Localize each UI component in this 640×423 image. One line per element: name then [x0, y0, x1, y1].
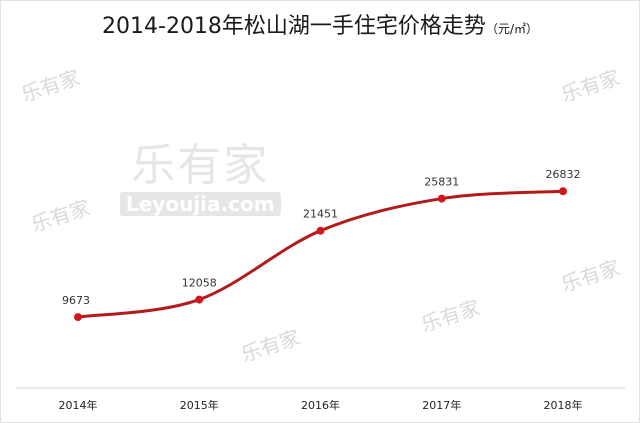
chart-title: 2014-2018年松山湖一手住宅价格走势（元/㎡） [0, 8, 640, 40]
data-label: 9673 [62, 294, 90, 307]
title-unit: （元/㎡） [485, 22, 538, 36]
x-tick-label: 2016年 [301, 398, 340, 412]
data-point [74, 313, 82, 322]
data-point [316, 226, 325, 235]
watermark-logo: 乐有家 Leyoujia.com [120, 140, 281, 216]
data-label: 25831 [424, 176, 459, 189]
x-tick-label: 2017年 [422, 398, 461, 412]
x-tick-label: 2015年 [180, 398, 219, 412]
data-label: 21451 [303, 208, 338, 221]
x-tick-label: 2018年 [544, 398, 583, 412]
data-label: 12058 [182, 277, 217, 290]
data-point [437, 194, 446, 203]
x-tick-label: 2014年 [59, 398, 98, 412]
title-text: 2014-2018年松山湖一手住宅价格走势 [102, 14, 486, 39]
watermark-cn: 乐有家 [131, 140, 270, 191]
data-label: 26832 [546, 168, 581, 181]
data-point [195, 295, 204, 304]
data-point [559, 187, 567, 196]
watermark-en: Leyoujia.com [120, 192, 281, 216]
